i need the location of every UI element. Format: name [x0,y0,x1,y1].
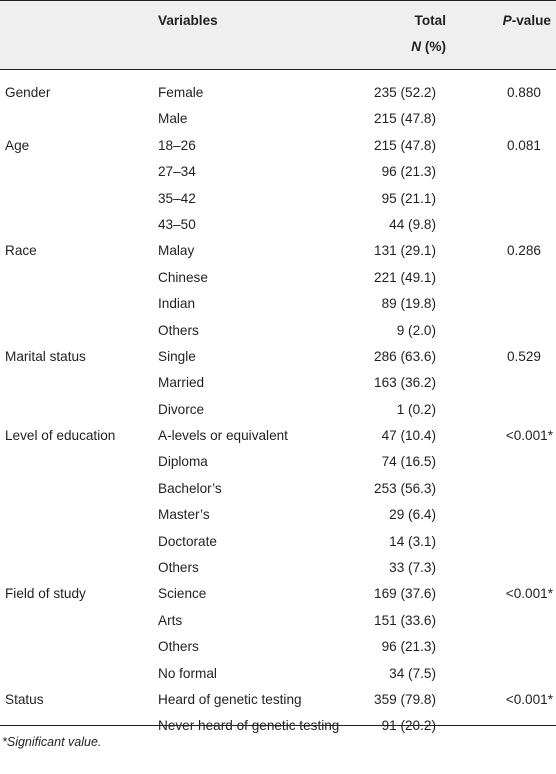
row-category: Female [158,85,204,100]
table-row: Divorce 1 (0.2) [0,397,556,423]
table-row: Diploma 74 (16.5) [0,449,556,475]
table-row: Others 9 (2.0) [0,318,556,344]
row-total: 89 (19.8) [381,296,436,312]
header-p-label: P [502,13,512,28]
table-body: Gender Female 235 (52.2) 0.880 Male 215 (47.8… [0,70,556,740]
table-row: Male 215 (47.8) [0,106,556,132]
table-row: Chinese 221 (49.1) [0,265,556,291]
row-category: Malay [158,243,195,259]
row-total: 169 (37.6) [374,586,436,602]
row-category: Bachelor’s [158,480,222,496]
row-category: 27–34 [158,164,196,180]
row-category: Master’s [158,507,210,523]
row-total: 44 (9.8) [389,216,436,232]
row-p-value: <0.001* [505,586,553,602]
row-total: 74 (16.5) [381,454,436,470]
row-category: Indian [158,296,196,312]
row-total: 95 (21.1) [381,190,436,206]
row-p-value: 0.880 [506,85,541,100]
table-row: Arts 151 (33.6) [0,608,556,634]
row-total: 1 (0.2) [396,401,436,417]
row-total: 96 (21.3) [381,639,436,655]
row-total: 359 (79.8) [374,691,436,707]
row-category: Diploma [158,454,208,470]
header-n-percent: N (%) [411,39,446,54]
header-total: Total [414,13,446,28]
table-row: Race Malay 131 (29.1) 0.286 [0,238,556,264]
row-total: 96 (21.3) [381,164,436,180]
table-row: Level of education A-levels or equivalent… [0,423,556,449]
row-total: 221 (49.1) [374,269,436,285]
table-row: Indian 89 (19.8) [0,291,556,317]
row-variable: Age [5,137,30,153]
row-category: Heard of genetic testing [158,691,302,707]
header-p-value: P-value [503,13,551,28]
row-category: Single [158,348,196,364]
header-p-suffix: -value [511,13,551,28]
row-variable: Race [5,243,37,259]
data-table: Variables Total N (%) P-value Gender Fema… [0,0,556,740]
row-total: 286 (63.6) [374,348,436,364]
table-row: 27–34 96 (21.3) [0,159,556,185]
row-category: A-levels or equivalent [158,428,288,444]
row-category: No formal [158,665,217,681]
row-category: Chinese [158,269,208,285]
table-row: Field of study Science 169 (37.6) <0.001* [0,581,556,607]
row-category: Male [158,111,188,127]
row-category: 35–42 [158,190,196,206]
row-variable: Level of education [5,428,116,444]
row-variable: Gender [5,85,51,100]
row-p-value: <0.001* [505,691,553,707]
row-total: 34 (7.5) [389,665,436,681]
row-variable: Status [5,691,44,707]
header-n-label: N [411,39,422,54]
row-total: 235 (52.2) [374,85,436,100]
row-p-value: <0.001* [505,428,553,444]
table-row: Marital status Single 286 (63.6) 0.529 [0,344,556,370]
row-category: 18–26 [158,137,196,153]
row-category: Married [158,375,205,391]
table-header: Variables Total N (%) P-value [0,0,556,70]
row-total: 253 (56.3) [374,480,436,496]
row-category: Doctorate [158,533,217,549]
table-row: Gender Female 235 (52.2) 0.880 [0,80,556,106]
table-row: Married 163 (36.2) [0,370,556,396]
row-category: Arts [158,612,183,628]
header-n-suffix: (%) [421,39,446,54]
row-category: Science [158,586,207,602]
row-category: Others [158,639,199,655]
table-row: Age 18–26 215 (47.8) 0.081 [0,133,556,159]
row-total: 9 (2.0) [396,322,436,338]
row-category: Others [158,560,199,576]
table-row: No formal 34 (7.5) [0,661,556,687]
table-row: Status Heard of genetic testing 359 (79.8)… [0,687,556,713]
table-footer: *Significant value. [0,725,556,749]
row-total: 151 (33.6) [374,612,436,628]
header-variables: Variables [158,13,218,28]
table-row: Doctorate 14 (3.1) [0,529,556,555]
row-total: 47 (10.4) [381,428,436,444]
table-row: Master’s 29 (6.4) [0,502,556,528]
row-total: 215 (47.8) [374,137,436,153]
table-row: 35–42 95 (21.1) [0,186,556,212]
row-p-value: 0.529 [506,348,541,364]
row-category: Divorce [158,401,205,417]
row-category: Others [158,322,199,338]
row-total: 14 (3.1) [389,533,436,549]
table-row: Bachelor’s 253 (56.3) [0,476,556,502]
row-p-value: 0.286 [506,243,541,259]
row-variable: Marital status [5,348,86,364]
row-variable: Field of study [5,586,86,602]
row-total: 33 (7.3) [389,560,436,576]
table-row: 43–50 44 (9.8) [0,212,556,238]
row-total: 215 (47.8) [374,111,436,127]
table-row: Others 33 (7.3) [0,555,556,581]
row-total: 163 (36.2) [374,375,436,391]
row-category: 43–50 [158,216,196,232]
footnote: *Significant value. [2,735,102,749]
row-total: 131 (29.1) [374,243,436,259]
row-total: 29 (6.4) [389,507,436,523]
row-p-value: 0.081 [506,137,541,153]
table-row: Others 96 (21.3) [0,634,556,660]
